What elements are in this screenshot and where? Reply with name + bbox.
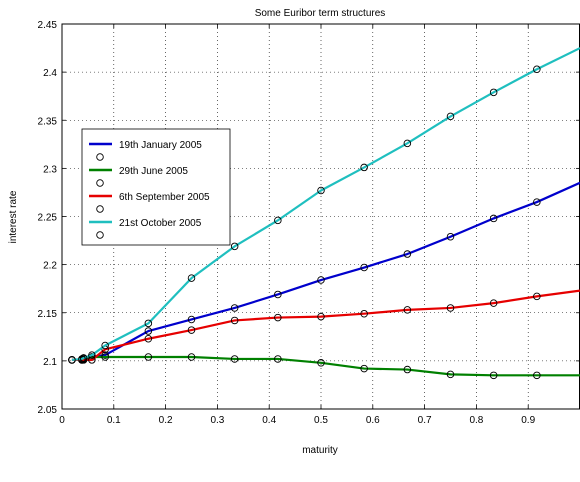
x-tick-label: 0.1 — [107, 415, 121, 426]
data-point-marker — [144, 334, 153, 343]
data-point-marker — [533, 371, 541, 380]
x-tick-label: 0 — [59, 415, 65, 426]
data-point-marker — [533, 65, 541, 73]
data-point-marker — [144, 327, 153, 335]
data-point-marker — [360, 263, 368, 272]
x-tick-label: 0.4 — [262, 415, 276, 426]
series-line — [71, 47, 580, 362]
data-point-marker — [489, 299, 498, 307]
data-point-marker — [446, 112, 455, 121]
legend-marker-swatch — [96, 179, 104, 187]
data-point-marker — [88, 351, 96, 359]
data-point-marker — [446, 370, 455, 379]
data-point-marker — [274, 290, 282, 299]
data-point-marker — [78, 355, 86, 363]
data-point-marker — [187, 353, 196, 361]
data-point-marker — [403, 139, 412, 148]
y-tick-label: 2.45 — [38, 20, 58, 31]
data-point-marker — [533, 292, 541, 301]
y-tick-label: 2.3 — [43, 164, 57, 175]
x-tick-label: 0.6 — [366, 415, 380, 426]
series-line — [71, 289, 580, 362]
data-point-marker — [489, 88, 498, 97]
y-tick-label: 2.25 — [38, 213, 58, 224]
legend-entry-label: 19th January 2005 — [119, 140, 202, 151]
data-point-marker — [274, 216, 282, 225]
data-point-marker — [230, 316, 239, 325]
data-point-marker — [317, 276, 325, 284]
legend-marker-swatch — [96, 153, 104, 161]
data-point-marker — [403, 306, 412, 314]
data-point-marker — [489, 214, 498, 223]
data-point-marker — [360, 163, 368, 172]
legend-entry-label: 6th September 2005 — [119, 192, 210, 203]
legend-box — [81, 128, 231, 246]
data-point-marker — [446, 232, 455, 241]
data-point-marker — [144, 319, 153, 328]
chart-title: Some Euribor term structures — [255, 8, 386, 19]
data-point-marker — [317, 312, 325, 321]
data-point-marker — [317, 186, 325, 195]
x-tick-label: 0.8 — [469, 415, 483, 426]
series-layer — [68, 47, 580, 380]
data-point-marker — [79, 354, 88, 362]
data-point-marker — [489, 371, 498, 380]
y-tick-label: 2.15 — [38, 309, 58, 320]
legend-entry-label: 21st October 2005 — [119, 218, 202, 229]
data-point-marker — [274, 313, 282, 322]
data-point-marker — [101, 353, 109, 361]
data-point-marker — [88, 356, 96, 364]
legend-marker-swatch — [96, 231, 104, 239]
data-point-marker — [446, 304, 455, 312]
data-point-marker — [101, 341, 109, 350]
y-tick-label: 2.4 — [43, 68, 57, 79]
legend-entry-label: 29th June 2005 — [119, 166, 188, 177]
data-point-marker — [101, 351, 109, 359]
y-axis-label: interest rate — [8, 190, 19, 243]
data-point-marker — [274, 355, 282, 363]
x-tick-label: 0.5 — [314, 415, 328, 426]
data-point-marker — [317, 359, 325, 367]
y-tick-label: 2.05 — [38, 405, 58, 416]
x-tick-label: 0.2 — [159, 415, 173, 426]
data-point-marker — [187, 326, 196, 334]
data-point-marker — [360, 364, 368, 373]
legend: 19th January 2005 29th June 2005 6th Septe… — [81, 128, 231, 246]
data-point-marker — [403, 365, 412, 374]
data-point-marker — [144, 353, 153, 361]
data-point-marker — [230, 355, 239, 363]
data-point-marker — [360, 309, 368, 318]
data-point-marker — [533, 198, 541, 206]
data-point-marker — [68, 356, 76, 364]
y-tick-label: 2.2 — [43, 261, 57, 272]
data-point-marker — [230, 304, 239, 312]
data-point-marker — [403, 250, 412, 258]
data-point-marker — [230, 242, 239, 251]
x-tick-label: 0.3 — [210, 415, 224, 426]
y-tick-label: 2.1 — [43, 357, 57, 368]
x-axis-label: maturity — [302, 445, 338, 456]
y-tick-label: 2.35 — [38, 116, 58, 127]
data-point-marker — [187, 315, 196, 324]
data-point-marker — [187, 274, 196, 282]
x-tick-label: 0.7 — [418, 415, 432, 426]
legend-marker-swatch — [96, 205, 104, 213]
x-tick-label: 0.9 — [521, 415, 535, 426]
